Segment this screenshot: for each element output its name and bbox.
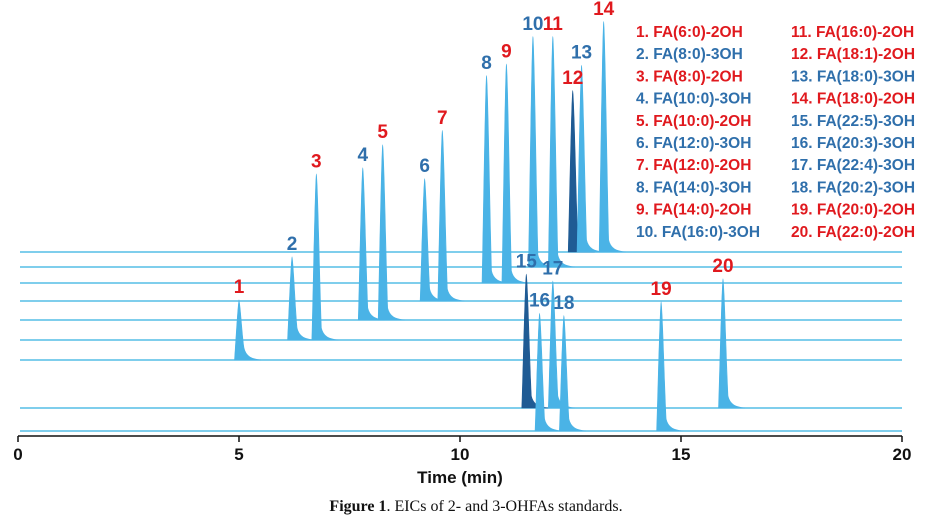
legend-item-2: 2. FA(8:0)-3OH	[636, 46, 743, 63]
peak-label-9: 9	[501, 42, 512, 63]
peak-11	[548, 35, 575, 268]
figure-caption: Figure 1. EICs of 2- and 3-OHFAs standar…	[0, 498, 952, 516]
peak-label-4: 4	[357, 145, 368, 166]
legend-item-16: 16. FA(20:3)-3OH	[791, 135, 915, 152]
peak-10	[528, 35, 555, 268]
peak-label-10: 10	[522, 14, 543, 35]
peak-label-5: 5	[377, 122, 388, 143]
x-axis: 0 5 10 15 20 Time (min)	[13, 435, 912, 487]
legend-item-8: 8. FA(14:0)-3OH	[636, 179, 751, 196]
legend-item-12: 12. FA(18:1)-2OH	[791, 46, 915, 63]
peak-label-17: 17	[542, 259, 563, 280]
peak-9	[501, 63, 529, 284]
caption-text: . EICs of 2- and 3-OHFAs standards.	[386, 498, 623, 515]
peak-label-3: 3	[311, 151, 322, 172]
x-tick-label-5: 5	[234, 445, 243, 464]
peak-label-18: 18	[553, 293, 574, 314]
legend-item-15: 15. FA(22:5)-3OH	[791, 113, 915, 130]
peak-label-6: 6	[419, 156, 430, 177]
legend-item-20: 20. FA(22:0)-2OH	[791, 224, 915, 241]
legend-item-4: 4. FA(10:0)-3OH	[636, 91, 751, 108]
peak-14	[598, 20, 626, 253]
legend-item-13: 13. FA(18:0)-3OH	[791, 68, 915, 85]
peak-5	[377, 144, 405, 321]
x-tick-label-0: 0	[13, 445, 22, 464]
peak-1	[234, 299, 262, 361]
legend-item-14: 14. FA(18:0)-2OH	[791, 91, 915, 108]
peak-13	[576, 64, 604, 253]
peak-3	[311, 173, 339, 341]
legend-item-18: 18. FA(20:2)-3OH	[791, 179, 915, 196]
peak-16	[534, 312, 562, 432]
legend-item-17: 17. FA(22:4)-3OH	[791, 157, 915, 174]
legend-item-3: 3. FA(8:0)-2OH	[636, 68, 743, 85]
peak-8	[481, 75, 509, 284]
chromatogram-peaks	[234, 20, 746, 432]
peak-label-13: 13	[571, 43, 592, 64]
peak-label-19: 19	[651, 279, 672, 300]
legend-item-19: 19. FA(20:0)-2OH	[791, 202, 915, 219]
legend-item-5: 5. FA(10:0)-2OH	[636, 113, 751, 130]
peak-label-14: 14	[593, 0, 615, 20]
peak-7	[437, 129, 465, 302]
peak-4	[357, 167, 385, 321]
legend-item-9: 9. FA(14:0)-2OH	[636, 202, 751, 219]
legend-item-6: 6. FA(12:0)-3OH	[636, 135, 751, 152]
legend-item-1: 1. FA(6:0)-2OH	[636, 24, 743, 41]
peak-6	[419, 178, 447, 302]
x-tick-label-15: 15	[672, 445, 691, 464]
peak-20	[718, 278, 746, 409]
peak-label-15: 15	[516, 252, 538, 273]
legend-item-10: 10. FA(16:0)-3OH	[636, 224, 760, 241]
peak-label-16: 16	[529, 291, 550, 312]
peak-19	[656, 301, 684, 432]
caption-label: Figure 1	[329, 498, 387, 515]
peak-label-2: 2	[287, 234, 298, 255]
peak-18	[559, 315, 586, 432]
peak-label-1: 1	[234, 277, 245, 298]
legend-item-7: 7. FA(12:0)-2OH	[636, 157, 751, 174]
peak-label-12: 12	[562, 68, 583, 89]
x-tick-label-10: 10	[451, 445, 470, 464]
x-tick-label-20: 20	[893, 445, 912, 464]
legend-item-11: 11. FA(16:0)-2OH	[791, 24, 914, 41]
peak-label-8: 8	[481, 53, 492, 74]
trace-baselines	[20, 251, 902, 432]
peak-label-7: 7	[437, 108, 448, 129]
x-axis-title: Time (min)	[417, 468, 503, 487]
peak-2	[287, 256, 315, 341]
peak-label-20: 20	[712, 256, 733, 277]
peak-label-11: 11	[543, 14, 564, 35]
legend: 1. FA(6:0)-2OH 2. FA(8:0)-3OH 3. FA(8:0)-2…	[636, 24, 915, 241]
